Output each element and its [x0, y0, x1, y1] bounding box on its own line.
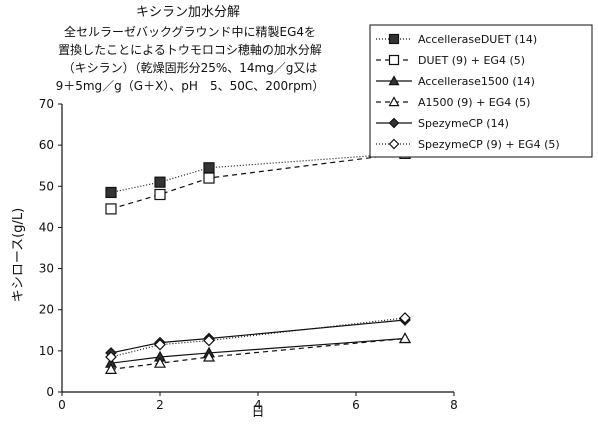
legend-swatch-marker: [390, 35, 399, 44]
data-point: [155, 190, 165, 200]
x-tick-label: 0: [58, 398, 66, 412]
legend-entry-label: A1500 (9) + EG4 (5): [418, 96, 530, 109]
legend-entry-label: DUET (9) + EG4 (5): [418, 54, 525, 67]
y-tick-label: 70: [39, 97, 54, 111]
title-group: キシラン加水分解 全セルラーゼバックグラウンド中に精製EG4を 置換したことによ…: [56, 5, 325, 93]
data-point: [106, 187, 116, 197]
series-5: [106, 315, 410, 358]
y-axis-label: キシロース(g/L): [11, 208, 26, 302]
legend-entry-label: SpezymeCP (9) + EG4 (5): [418, 138, 560, 151]
x-axis-label: 日: [251, 405, 264, 420]
legend: AccelleraseDUET (14) DUET (9) + EG4 (5) Ac…: [370, 25, 592, 157]
y-tick-label: 20: [39, 303, 54, 317]
x-tick-label: 8: [450, 398, 458, 412]
subtitle-line-1: 全セルラーゼバックグラウンド中に精製EG4を: [64, 24, 316, 39]
series-line: [111, 320, 405, 353]
series-6: [106, 313, 410, 362]
y-tick-label: 0: [46, 385, 54, 399]
data-point: [106, 204, 116, 214]
series: [106, 148, 410, 373]
series-4: [106, 334, 410, 374]
subtitle-line-3: （キシラン）（乾燥固形分25%、14mg／g又は: [63, 61, 318, 75]
data-point: [204, 163, 214, 173]
y-tick-label: 30: [39, 262, 54, 276]
legend-swatch-marker: [390, 56, 399, 65]
series-1: [106, 148, 410, 197]
legend-entry-label: AccelleraseDUET (14): [418, 33, 537, 46]
x-tick-label: 6: [352, 398, 360, 412]
series-3: [106, 334, 410, 368]
chart-title: キシラン加水分解: [136, 5, 240, 20]
y-tick-label: 10: [39, 344, 54, 358]
series-2: [106, 148, 410, 214]
subtitle-line-4: 9＋5mg／g（G＋X）、pH 5、50C、200rpm）: [56, 79, 325, 93]
legend-entry-label: Accellerase1500 (14): [418, 75, 535, 88]
data-point: [400, 334, 410, 343]
y-tick-label: 40: [39, 220, 54, 234]
legend-entry-label: SpezymeCP (14): [418, 117, 509, 130]
data-point: [155, 177, 165, 187]
y-tick-label: 50: [39, 179, 54, 193]
y-tick-label: 60: [39, 138, 54, 152]
x-tick-label: 2: [156, 398, 164, 412]
subtitle-line-2: 置換したことによるトウモロコシ穂軸の加水分解: [58, 43, 322, 57]
data-point: [204, 173, 214, 183]
